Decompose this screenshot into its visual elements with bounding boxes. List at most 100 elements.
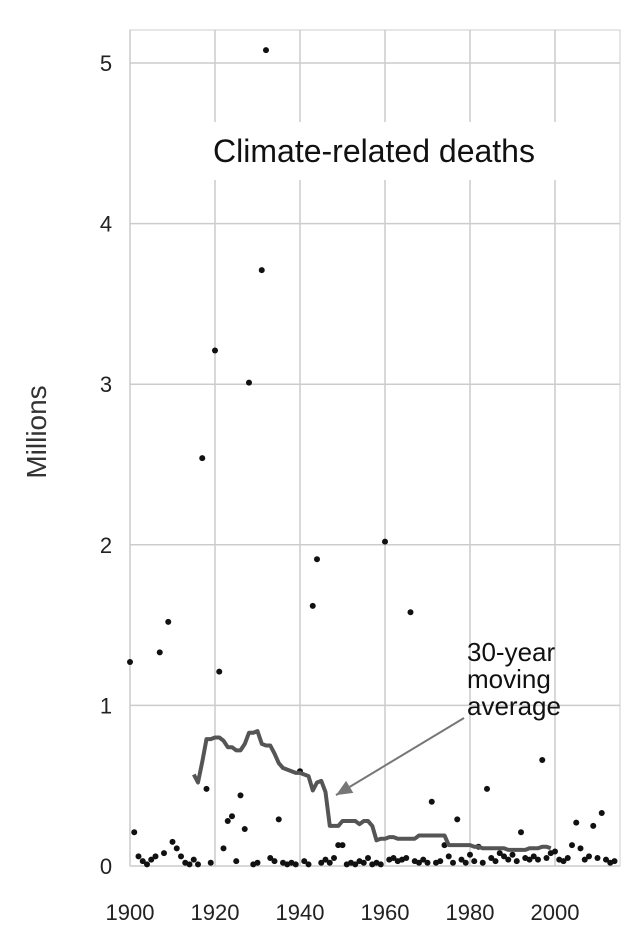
- x-axis-ticks: 1900 1920 1940 1960 1980 2000: [106, 900, 580, 925]
- data-point: [318, 859, 325, 866]
- data-point: [513, 858, 520, 865]
- data-point: [603, 856, 609, 863]
- data-point: [505, 856, 512, 863]
- y-axis-label: Millions: [21, 385, 52, 478]
- data-point: [173, 845, 180, 852]
- data-point: [127, 659, 133, 666]
- data-point: [135, 853, 142, 860]
- data-point: [241, 826, 248, 833]
- data-point: [458, 856, 465, 863]
- data-point: [530, 853, 537, 860]
- data-point: [428, 798, 435, 805]
- data-point: [254, 859, 261, 866]
- data-point: [275, 816, 282, 823]
- data-point: [518, 829, 524, 836]
- data-point: [424, 859, 431, 866]
- data-point: [539, 757, 546, 764]
- y-tick-label: 0: [100, 854, 112, 879]
- data-point: [237, 792, 244, 799]
- data-point: [156, 649, 163, 656]
- annotation-line-1: 30-year: [467, 637, 555, 667]
- data-point: [161, 850, 167, 857]
- data-point: [509, 851, 516, 858]
- data-point: [178, 853, 184, 860]
- data-point: [331, 854, 337, 861]
- data-point: [258, 267, 265, 274]
- data-point: [292, 861, 299, 868]
- data-point: [479, 859, 486, 866]
- data-point: [144, 861, 150, 868]
- data-point: [216, 668, 223, 675]
- data-point: [212, 347, 218, 354]
- data-point: [139, 858, 146, 865]
- data-point: [496, 850, 503, 857]
- y-tick-label: 5: [100, 51, 112, 76]
- data-point: [535, 856, 541, 863]
- data-point: [420, 856, 427, 863]
- data-point: [467, 851, 473, 858]
- data-point: [263, 47, 269, 54]
- chart-title: Climate-related deaths: [213, 133, 535, 169]
- data-point: [454, 816, 461, 823]
- data-point: [488, 854, 495, 861]
- x-tick-label: 2000: [531, 900, 580, 925]
- data-point: [526, 856, 533, 863]
- data-point: [314, 556, 320, 563]
- annotation-arrowhead: [336, 780, 354, 796]
- data-point: [169, 838, 176, 845]
- data-point: [309, 602, 316, 609]
- data-point: [271, 858, 278, 865]
- data-point: [148, 856, 155, 863]
- data-point: [581, 856, 588, 863]
- data-point: [598, 810, 605, 817]
- chart-title-box: Climate-related deaths: [160, 122, 590, 180]
- data-point: [199, 455, 206, 462]
- data-point: [220, 845, 227, 852]
- data-point: [326, 859, 333, 866]
- data-point: [611, 858, 618, 865]
- x-tick-label: 1960: [361, 900, 410, 925]
- data-point: [484, 785, 490, 792]
- data-point: [573, 819, 580, 826]
- data-point: [560, 858, 567, 865]
- data-point: [390, 854, 397, 861]
- y-tick-label: 1: [100, 693, 112, 718]
- y-tick-label: 2: [100, 533, 112, 558]
- y-axis-ticks: 0 1 2 3 4 5: [100, 51, 112, 879]
- data-point: [186, 861, 193, 868]
- data-point: [301, 858, 308, 865]
- moving-average-line: [192, 729, 552, 852]
- data-point: [305, 861, 312, 868]
- data-point: [543, 854, 550, 861]
- data-point: [233, 858, 240, 865]
- scatter-points: [127, 47, 618, 868]
- annotation-line-2: moving: [467, 664, 551, 694]
- x-tick-label: 1920: [191, 900, 240, 925]
- data-point: [462, 859, 469, 866]
- data-point: [267, 854, 274, 861]
- data-point: [246, 379, 252, 386]
- data-point: [203, 785, 210, 792]
- data-point: [360, 859, 367, 866]
- data-point: [577, 845, 584, 852]
- x-tick-label: 1900: [106, 900, 155, 925]
- y-tick-label: 3: [100, 372, 112, 397]
- data-point: [322, 856, 329, 863]
- data-point: [437, 858, 444, 865]
- data-point: [407, 609, 414, 616]
- annotation-line-3: average: [467, 691, 561, 721]
- data-point: [382, 538, 388, 545]
- x-tick-label: 1980: [446, 900, 495, 925]
- data-point: [594, 854, 601, 861]
- data-point: [416, 859, 422, 866]
- data-point: [335, 842, 342, 849]
- data-point: [564, 854, 571, 861]
- data-point: [450, 859, 456, 866]
- x-tick-label: 1940: [276, 900, 325, 925]
- data-point: [152, 853, 159, 860]
- annotation-arrow: [335, 717, 465, 796]
- data-point: [501, 853, 507, 860]
- data-point: [569, 842, 575, 849]
- data-point: [131, 829, 138, 836]
